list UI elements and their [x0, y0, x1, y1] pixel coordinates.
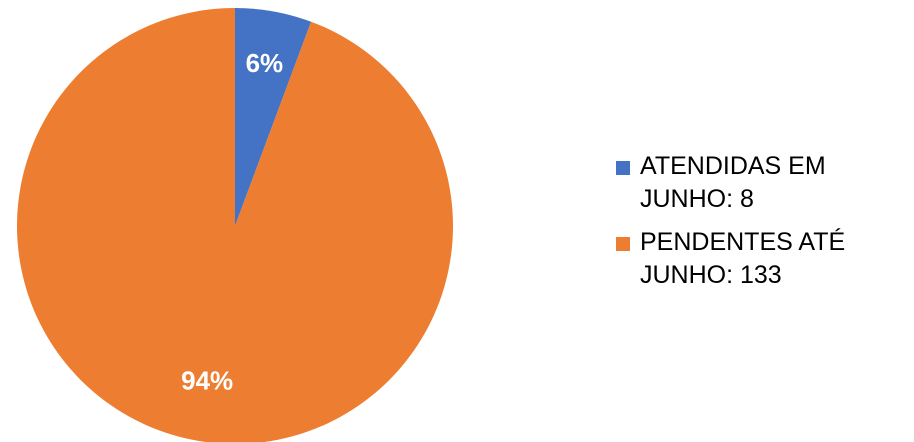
slice-atendidas	[235, 8, 312, 226]
legend-swatch-atendidas	[616, 161, 630, 175]
legend-label-pendentes: PENDENTES ATÉ JUNHO: 133	[640, 228, 846, 289]
legend-swatch-pendentes	[616, 237, 630, 251]
slice-pendentes	[17, 8, 453, 442]
slice-label-pendentes: 94%	[181, 365, 233, 395]
legend-item-pendentes: PENDENTES ATÉ JUNHO: 133	[616, 226, 906, 292]
legend: ATENDIDAS EM JUNHO: 8 PENDENTES ATÉ JUNH…	[616, 150, 906, 302]
legend-item-atendidas: ATENDIDAS EM JUNHO: 8	[616, 150, 906, 216]
slice-label-atendidas: 6%	[246, 48, 284, 78]
legend-label-atendidas: ATENDIDAS EM JUNHO: 8	[640, 152, 826, 213]
